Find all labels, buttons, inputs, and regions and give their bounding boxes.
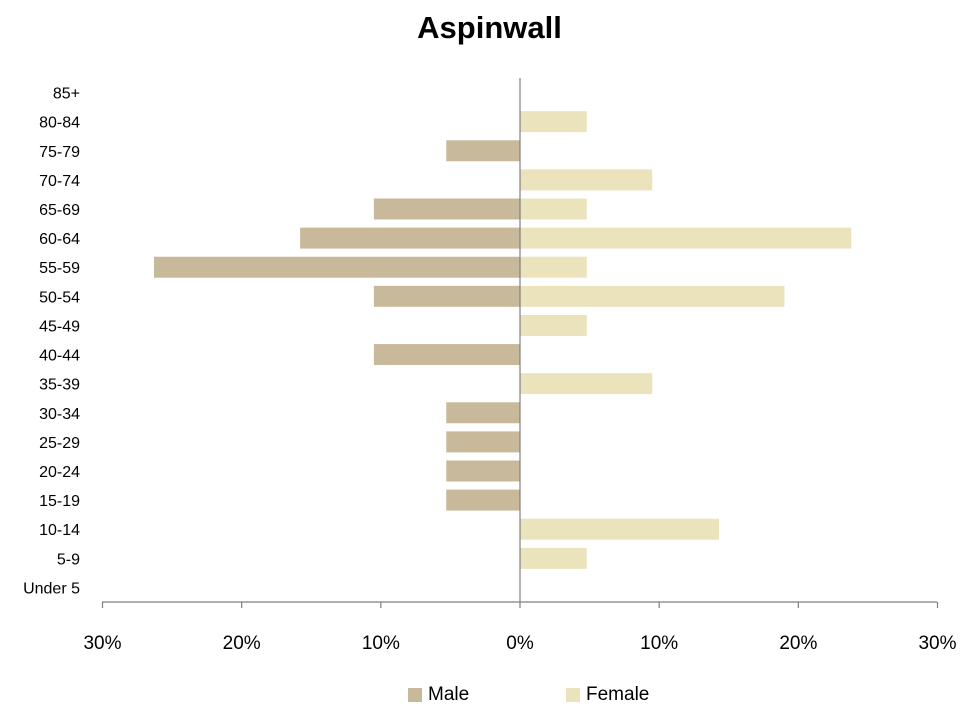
category-label: 85+: [53, 86, 80, 103]
category-label: 15-19: [39, 493, 80, 510]
bar-male: [446, 140, 520, 162]
x-tick-label: 0%: [506, 633, 534, 654]
category-label: 50-54: [39, 289, 80, 306]
category-label: 65-69: [39, 202, 80, 219]
x-tick-label: 30%: [918, 633, 956, 654]
category-label: 55-59: [39, 260, 80, 277]
bar-female: [520, 198, 587, 220]
legend-label-male: Male: [428, 684, 470, 705]
bar-male: [446, 431, 520, 453]
legend-swatch-male: [408, 688, 422, 702]
category-label: 45-49: [39, 318, 80, 335]
legend-item-male: Male: [408, 680, 469, 710]
bar-male: [300, 227, 520, 249]
bar-male: [373, 198, 520, 220]
bar-male: [446, 402, 520, 424]
bar-female: [520, 111, 587, 133]
category-label: 60-64: [39, 231, 80, 248]
bar-male: [373, 344, 520, 366]
category-label: 80-84: [39, 115, 80, 132]
category-label: 20-24: [39, 464, 80, 481]
category-label: 10-14: [39, 522, 80, 539]
x-tick-label: 20%: [779, 633, 817, 654]
category-label: 75-79: [39, 144, 80, 161]
chart-legend: Male Female: [0, 680, 979, 710]
chart-title: Aspinwall: [417, 10, 562, 45]
category-label: 5-9: [57, 551, 80, 568]
bar-male: [446, 460, 520, 482]
legend-swatch-female: [566, 688, 580, 702]
category-label: 35-39: [39, 377, 80, 394]
bar-female: [520, 373, 653, 395]
legend-item-female: Female: [566, 680, 649, 710]
bar-male: [373, 285, 520, 307]
bar-female: [520, 169, 653, 191]
bar-female: [520, 227, 852, 249]
category-label: Under 5: [23, 580, 80, 597]
bar-female: [520, 518, 720, 540]
bar-female: [520, 285, 785, 307]
category-label: 70-74: [39, 173, 80, 190]
x-tick-label: 10%: [640, 633, 678, 654]
bar-male: [446, 489, 520, 511]
x-tick-label: 10%: [362, 633, 400, 654]
x-tick-label: 20%: [223, 633, 261, 654]
legend-label-female: Female: [586, 684, 650, 705]
category-label: 25-29: [39, 435, 80, 452]
bar-male: [153, 256, 520, 278]
bar-female: [520, 314, 587, 336]
category-label: 30-34: [39, 406, 80, 423]
x-tick-label: 30%: [83, 633, 121, 654]
category-label: 40-44: [39, 348, 80, 365]
bar-female: [520, 547, 587, 569]
bar-female: [520, 256, 587, 278]
